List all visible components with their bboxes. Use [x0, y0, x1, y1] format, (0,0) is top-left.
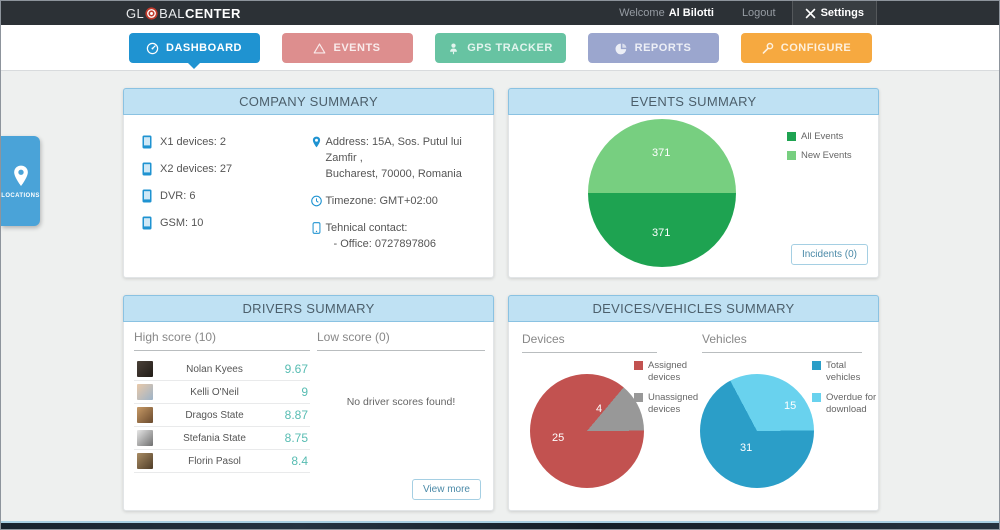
incidents-button[interactable]: Incidents (0) [790, 244, 868, 265]
mobile-device-icon [142, 162, 152, 176]
settings-button[interactable]: Settings [791, 1, 877, 25]
locations-label: LOCATIONS [1, 192, 40, 199]
pie-value-all-events: 371 [652, 227, 671, 239]
pie-chart-icon [615, 43, 627, 54]
no-driver-scores-message: No driver scores found! [346, 396, 456, 408]
driver-row: Florin Pasol 8.4 [134, 450, 310, 473]
driver-row: Nolan Kyees 9.67 [134, 358, 310, 381]
devices-subtitle: Devices [522, 332, 657, 353]
location-pin-icon [13, 165, 28, 186]
map-pin-icon [312, 136, 320, 148]
high-score-title: High score (10) [134, 330, 310, 351]
panel-title: DRIVERS SUMMARY [123, 295, 494, 322]
driver-row: Stefania State 8.75 [134, 427, 310, 450]
nav-tab-bar: DASHBOARD EVENTS GPS TRACKER REPORTS CON… [1, 25, 999, 71]
mobile-device-icon [142, 135, 152, 149]
device-count-row: X1 devices: 2 [142, 135, 311, 149]
driver-avatar [137, 407, 153, 423]
pie-value-unassigned: 4 [596, 403, 603, 415]
gauge-icon [146, 42, 159, 54]
logout-link[interactable]: Logout [741, 7, 776, 19]
legend-item: All Events [787, 131, 852, 142]
mobile-device-icon [142, 189, 152, 203]
contact-office: - Office: 0727897806 [333, 237, 437, 250]
tab-dashboard[interactable]: DASHBOARD [128, 33, 260, 69]
events-summary-panel: EVENTS SUMMARY 371 371 All Events New Ev… [508, 88, 879, 278]
legend-item: Unassigned devices [634, 392, 702, 416]
legend-swatch [787, 151, 796, 160]
legend-item: New Events [787, 150, 852, 161]
devices-vehicles-summary-panel: DEVICES/VEHICLES SUMMARY Devices Vehicle… [508, 295, 879, 511]
logo: GL BAL CENTER [126, 6, 241, 21]
legend-item: Total vehicles [812, 360, 878, 384]
clock-icon [310, 195, 322, 207]
address-row: Address: 15A, Sos. Putul lui Zamfir , Bu… [311, 135, 480, 183]
driver-row: Kelli O'Neil 9 [134, 381, 310, 404]
target-logo-icon [145, 6, 158, 20]
tab-events[interactable]: EVENTS [281, 33, 413, 63]
vehicles-subtitle: Vehicles [702, 332, 862, 353]
events-pie-chart: 371 371 [588, 119, 736, 267]
welcome-text: Welcome Al Bilotti [619, 7, 714, 19]
legend-swatch [812, 361, 821, 370]
driver-avatar [137, 453, 153, 469]
tab-configure[interactable]: CONFIGURE [740, 33, 872, 63]
wrench-icon [762, 42, 774, 54]
driver-row: Dragos State 8.87 [134, 404, 310, 427]
map-edge-strip [1, 523, 999, 529]
phone-icon [312, 221, 320, 234]
map-top-border [1, 521, 999, 523]
tools-icon [805, 8, 815, 18]
top-bar: GL BAL CENTER Welcome Al Bilotti Logout Se… [1, 1, 999, 25]
pie-value-new-events: 371 [652, 147, 671, 159]
locations-side-tab[interactable]: LOCATIONS [1, 136, 40, 226]
pie-value-assigned: 25 [552, 432, 565, 444]
panel-title: EVENTS SUMMARY [508, 88, 879, 115]
mobile-device-icon [142, 216, 152, 230]
driver-avatar [137, 430, 153, 446]
device-count-list: X1 devices: 2 X2 devices: 27 DVR: 6 GSM:… [142, 135, 311, 264]
pie-value-total: 31 [740, 442, 753, 454]
panel-title: COMPANY SUMMARY [123, 88, 494, 115]
tab-gps-tracker[interactable]: GPS TRACKER [434, 33, 566, 63]
driver-avatar [137, 361, 153, 377]
devices-legend: Assigned devices Unassigned devices [634, 360, 702, 416]
tab-reports[interactable]: REPORTS [587, 33, 719, 63]
view-more-button[interactable]: View more [411, 479, 481, 500]
vehicles-legend: Total vehicles Overdue for download [812, 360, 878, 416]
warning-icon [314, 42, 326, 54]
high-score-list: Nolan Kyees 9.67 Kelli O'Neil 9 Dragos S… [134, 358, 310, 473]
drivers-summary-panel: DRIVERS SUMMARY High score (10) Low scor… [123, 295, 494, 511]
legend-item: Assigned devices [634, 360, 702, 384]
device-count-row: GSM: 10 [142, 216, 311, 230]
top-bar-right: Welcome Al Bilotti Logout Settings [619, 1, 999, 25]
panel-title: DEVICES/VEHICLES SUMMARY [508, 295, 879, 322]
company-summary-body: X1 devices: 2 X2 devices: 27 DVR: 6 GSM:… [124, 115, 493, 264]
logo-text-gl: GL [126, 5, 145, 21]
legend-swatch [634, 392, 643, 402]
pie-value-overdue: 15 [784, 400, 797, 412]
active-tab-pointer [188, 63, 200, 69]
company-info-column: Address: 15A, Sos. Putul lui Zamfir , Bu… [310, 135, 480, 264]
gps-pin-icon [450, 43, 458, 54]
timezone-row: Timezone: GMT+02:00 [310, 194, 480, 210]
events-legend: All Events New Events [787, 131, 852, 161]
device-count-row: DVR: 6 [142, 189, 311, 203]
user-name: Al Bilotti [668, 7, 714, 19]
legend-item: Overdue for download [812, 392, 878, 416]
driver-avatar [137, 384, 153, 400]
company-summary-panel: COMPANY SUMMARY X1 devices: 2 X2 devices… [123, 88, 494, 278]
logo-text-bal: BAL [159, 5, 185, 21]
low-score-title: Low score (0) [317, 330, 485, 351]
legend-swatch [634, 361, 643, 370]
device-count-row: X2 devices: 27 [142, 162, 311, 176]
logo-text-center: CENTER [184, 5, 241, 21]
legend-swatch [812, 392, 821, 402]
legend-swatch [787, 132, 796, 141]
vehicles-pie-chart: 15 31 [700, 374, 814, 488]
devices-pie-chart: 25 4 [530, 374, 644, 488]
contact-row: Tehnical contact: - Office: 0727897806 [311, 221, 480, 253]
